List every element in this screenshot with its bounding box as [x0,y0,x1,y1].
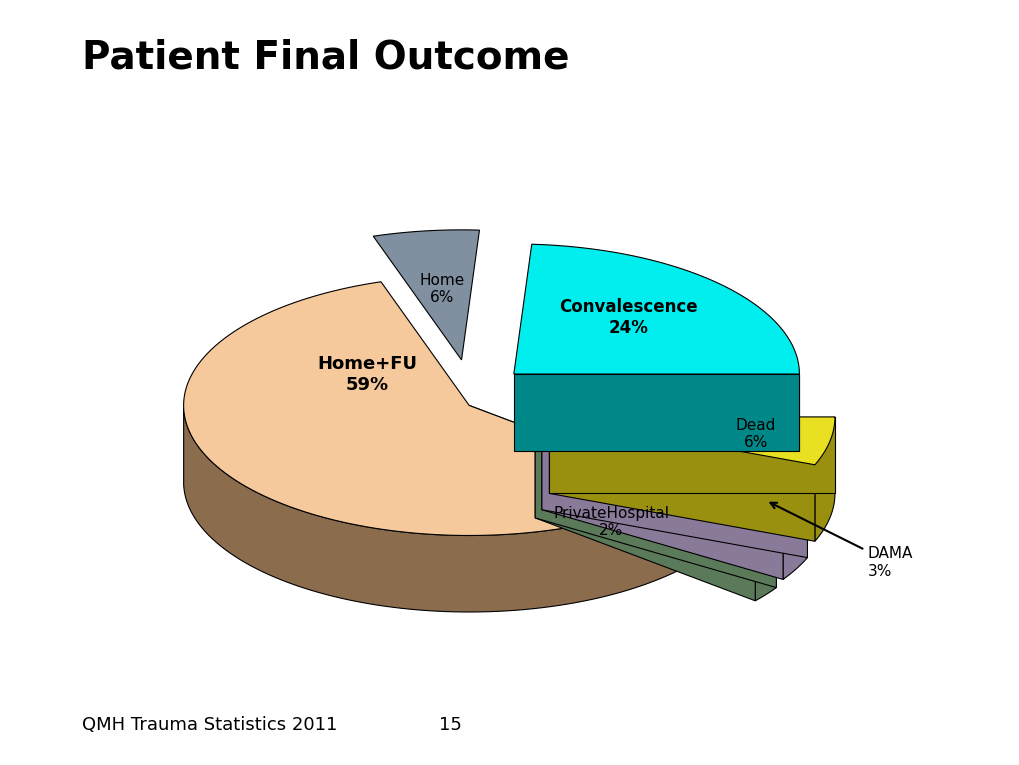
Text: Convalescence
24%: Convalescence 24% [558,298,697,337]
Polygon shape [514,244,799,374]
Polygon shape [535,441,775,524]
Polygon shape [183,409,689,612]
Text: Dead
6%: Dead 6% [735,418,775,450]
Polygon shape [783,481,807,579]
Text: PrivateHospital
2%: PrivateHospital 2% [552,506,668,538]
Polygon shape [535,441,754,601]
Polygon shape [541,433,783,579]
Polygon shape [541,433,807,503]
Polygon shape [183,282,689,536]
Polygon shape [549,417,835,493]
Text: DAMA
3%: DAMA 3% [769,503,912,579]
Text: 15: 15 [438,716,461,734]
Polygon shape [814,417,835,542]
Text: Patient Final Outcome: Patient Final Outcome [82,38,569,76]
Polygon shape [373,230,479,360]
Text: Home+FU
59%: Home+FU 59% [317,356,417,394]
Polygon shape [541,433,807,558]
Polygon shape [754,511,775,601]
Polygon shape [535,441,775,588]
Polygon shape [514,374,799,451]
Text: QMH Trauma Statistics 2011: QMH Trauma Statistics 2011 [82,716,336,734]
Polygon shape [549,417,814,542]
Text: Home
6%: Home 6% [419,273,464,305]
Polygon shape [469,405,689,565]
Polygon shape [549,417,835,465]
